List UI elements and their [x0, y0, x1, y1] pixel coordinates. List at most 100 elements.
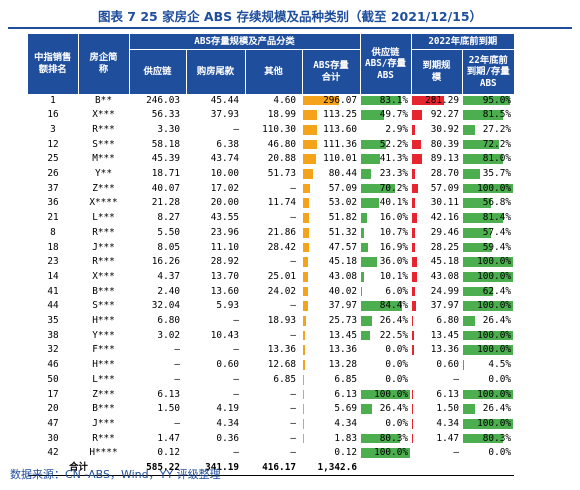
- due-ratio-cell-value: 100.0%: [477, 300, 511, 312]
- header-supply-chain: 供应链: [129, 49, 187, 94]
- other-cell: 18.93: [245, 313, 302, 329]
- supply-ratio-cell-value: 100.0%: [374, 447, 408, 459]
- other-cell: 24.02: [245, 284, 302, 300]
- total-abs: 1,342.6: [302, 460, 360, 477]
- due-amount-cell: –: [411, 445, 462, 462]
- due-ratio-cell-bar: [463, 227, 491, 238]
- abs-total-cell: 43.08: [302, 269, 360, 285]
- due-amount-cell-bar: [412, 330, 414, 341]
- due-amount-cell-value: 92.27: [430, 109, 459, 121]
- rank-cell: 12: [28, 137, 78, 153]
- due-amount-cell: 6.13: [411, 387, 462, 403]
- due-ratio-cell-bar: [463, 154, 504, 165]
- supply-ratio-cell: 36.0%: [360, 254, 411, 270]
- due-amount-cell-value: 43.08: [430, 270, 459, 282]
- due-ratio-cell-value: 95.0%: [482, 94, 511, 106]
- abs-total-cell-value: 45.18: [328, 256, 357, 268]
- abs-total-cell-value: 13.36: [328, 344, 357, 356]
- abs-total-cell-value: 51.82: [328, 212, 357, 224]
- company-cell: X***: [78, 269, 129, 285]
- abs-total-cell-value: 5.69: [334, 403, 357, 415]
- due-ratio-cell: 56.8%: [462, 195, 514, 212]
- table-row: 18 J*** 8.05 11.10 28.42 47.57 16.9% 28.25 59.4%: [28, 240, 514, 256]
- table-row: 44 S*** 32.04 5.93– 37.97 84.4% 37.97 100.0%: [28, 298, 514, 315]
- due-ratio-cell-bar: [463, 433, 503, 444]
- supply-ratio-cell-value: 83.1%: [379, 94, 408, 106]
- due-ratio-cell-bar: [463, 316, 475, 326]
- company-cell: S***: [78, 137, 129, 153]
- due-ratio-cell-bar: [463, 418, 513, 429]
- table-row: 42 H**** 0.12– –0.12 100.0% –0.0%: [28, 445, 514, 462]
- abs-total-cell-bar: [303, 227, 310, 238]
- rank-cell: 37: [28, 181, 78, 197]
- total-mortgage-tail: 341.19: [186, 460, 245, 477]
- other-cell: 110.30: [245, 122, 302, 138]
- rank-cell: 44: [28, 298, 78, 315]
- rank-cell: 17: [28, 387, 78, 403]
- supply-ratio-cell-bar: [361, 227, 365, 238]
- supply-chain-cell: 246.03: [129, 93, 186, 109]
- abs-total-cell: 296.07: [302, 93, 360, 109]
- supply-ratio-cell-value: 52.2%: [379, 138, 408, 150]
- rank-cell: 41: [28, 284, 78, 300]
- abs-total-cell-value: 0.12: [334, 447, 357, 459]
- abs-total-cell: 1.83: [302, 431, 360, 447]
- other-cell: –: [245, 445, 302, 462]
- supply-ratio-cell-bar: [361, 404, 373, 414]
- abs-total-cell: 13.36: [302, 342, 360, 359]
- due-ratio-cell-value: 100.0%: [477, 256, 511, 268]
- supply-ratio-cell-value: 41.3%: [379, 153, 408, 165]
- supply-chain-cell: 6.13: [129, 387, 186, 403]
- supply-chain-cell: –: [129, 357, 186, 373]
- supply-chain-cell: 32.04: [129, 298, 186, 315]
- supply-ratio-cell: 84.4%: [360, 298, 411, 315]
- due-ratio-cell: 35.7%: [462, 166, 514, 182]
- due-amount-cell-value: –: [453, 447, 459, 459]
- header-mortgage-tail: 购房尾款: [186, 49, 246, 94]
- supply-ratio-cell-bar: [361, 448, 410, 459]
- due-amount-cell-value: 0.60: [436, 359, 459, 371]
- supply-ratio-cell: 16.9%: [360, 240, 411, 256]
- rank-cell: 23: [28, 254, 78, 270]
- due-ratio-cell: 4.5%: [462, 357, 514, 373]
- abs-total-cell: 51.32: [302, 225, 360, 241]
- due-amount-cell: 24.99: [411, 284, 462, 300]
- company-cell: B***: [78, 401, 129, 417]
- supply-ratio-cell: 26.4%: [360, 313, 411, 329]
- supply-chain-cell: 3.02: [129, 328, 186, 344]
- mortgage-tail-cell: 5.93: [186, 298, 245, 315]
- company-cell: M***: [78, 151, 129, 168]
- due-ratio-cell-bar: [463, 124, 476, 135]
- due-amount-cell: 37.97: [411, 298, 462, 315]
- due-ratio-cell: 81.5%: [462, 107, 514, 123]
- supply-chain-cell: 8.05: [129, 240, 186, 256]
- due-amount-cell-value: 1.47: [436, 432, 459, 444]
- abs-total-cell-bar: [303, 213, 310, 223]
- other-cell: 13.36: [245, 342, 302, 359]
- supply-chain-cell: 0.12: [129, 445, 186, 462]
- abs-total-cell: 57.09: [302, 181, 360, 197]
- supply-ratio-cell: 0.0%: [360, 372, 411, 388]
- supply-chain-cell: 21.28: [129, 195, 186, 212]
- mortgage-tail-cell: –: [186, 122, 245, 138]
- abs-total-cell-value: 43.08: [328, 270, 357, 282]
- table-row: 8 R*** 5.50 23.96 21.86 51.32 10.7% 29.46 57.4%: [28, 225, 514, 241]
- due-amount-cell-value: 1.50: [436, 403, 459, 415]
- other-cell: –: [245, 328, 302, 344]
- supply-ratio-cell-bar: [361, 286, 363, 297]
- supply-ratio-cell-value: 49.7%: [379, 109, 408, 121]
- mortgage-tail-cell: 28.92: [186, 254, 245, 270]
- company-cell: R***: [78, 225, 129, 241]
- mortgage-tail-cell: 10.00: [186, 166, 245, 182]
- table-row: 20 B*** 1.50 4.19–5.69 26.4% 1.50 26.4%: [28, 401, 514, 417]
- abs-total-cell-bar: [303, 242, 309, 253]
- table-row: 30 R*** 1.47 0.36–1.83 80.3% 1.47 80.3%: [28, 431, 514, 447]
- due-ratio-cell-value: 57.4%: [482, 226, 511, 238]
- company-cell: H***: [78, 313, 129, 329]
- due-ratio-cell-bar: [463, 286, 494, 297]
- abs-total-cell: 13.45: [302, 328, 360, 344]
- table-row: 1 B** 246.03 45.44 4.60 296.07 83.1% 281.29 95.0…: [28, 93, 514, 109]
- due-amount-cell-value: 42.16: [430, 212, 459, 224]
- supply-chain-cell: 1.47: [129, 431, 186, 447]
- due-amount-cell-bar: [412, 198, 416, 209]
